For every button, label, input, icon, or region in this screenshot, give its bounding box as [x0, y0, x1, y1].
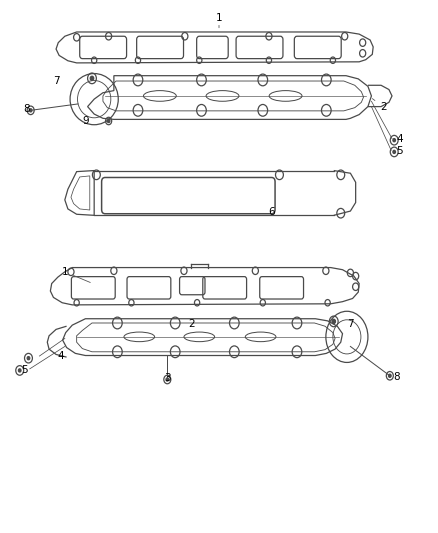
Text: 2: 2: [188, 319, 195, 329]
Text: 9: 9: [82, 116, 89, 126]
Circle shape: [90, 76, 94, 80]
Circle shape: [166, 378, 169, 381]
Circle shape: [389, 374, 391, 377]
Circle shape: [332, 319, 336, 324]
Text: 8: 8: [393, 373, 400, 382]
Circle shape: [107, 119, 110, 123]
Text: 3: 3: [164, 374, 171, 383]
Text: 8: 8: [23, 104, 30, 114]
Text: 7: 7: [347, 319, 354, 329]
Text: 5: 5: [21, 366, 28, 375]
Text: 1: 1: [61, 267, 90, 282]
Circle shape: [18, 369, 21, 372]
Text: 4: 4: [57, 351, 64, 361]
Circle shape: [29, 109, 32, 112]
Text: 4: 4: [396, 134, 403, 143]
Text: 6: 6: [268, 207, 275, 216]
Text: 2: 2: [372, 99, 387, 111]
Text: 1: 1: [215, 13, 223, 28]
Circle shape: [393, 139, 396, 142]
Circle shape: [27, 357, 30, 360]
Circle shape: [393, 150, 396, 154]
Text: 5: 5: [396, 147, 403, 156]
Text: 7: 7: [53, 76, 60, 86]
